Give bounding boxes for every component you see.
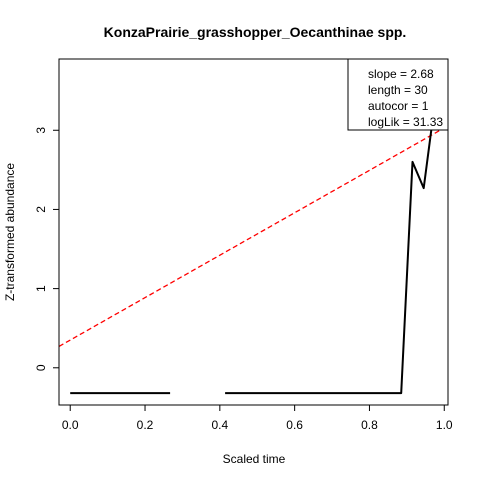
legend-box: [347, 58, 449, 131]
x-axis: 0.0 0.2 0.4 0.6 0.8 1.0: [62, 405, 453, 432]
y-tick-label: 2: [34, 206, 48, 213]
trend-line: [58, 125, 449, 348]
legend-entry-length: length = 30: [368, 83, 428, 97]
y-tick-label: 3: [34, 127, 48, 134]
x-tick-label: 1.0: [436, 418, 453, 432]
legend-entry-autocor: autocor = 1: [368, 99, 429, 113]
chart-title: KonzaPrairie_grasshopper_Oecanthinae spp…: [104, 24, 407, 40]
legend-entry-slope: slope = 2.68: [368, 67, 434, 81]
x-tick-label: 0.6: [286, 418, 303, 432]
y-axis: 0 1 2 3: [34, 127, 59, 371]
plot-frame: [58, 58, 449, 406]
y-tick-label: 1: [34, 285, 48, 292]
series-layer: [58, 102, 449, 395]
legend: slope = 2.68 length = 30 autocor = 1 log…: [347, 58, 449, 131]
legend-entry-loglik: logLik = 31.33: [368, 115, 443, 129]
series-line-segment-2: [225, 102, 436, 395]
x-tick-label: 0.2: [137, 418, 154, 432]
x-axis-label: Scaled time: [223, 452, 286, 466]
y-axis-label: Z-transformed abundance: [3, 163, 17, 301]
x-tick-label: 0.8: [361, 418, 378, 432]
x-tick-label: 0.4: [211, 418, 228, 432]
x-tick-label: 0.0: [62, 418, 79, 432]
y-tick-label: 0: [34, 364, 48, 371]
